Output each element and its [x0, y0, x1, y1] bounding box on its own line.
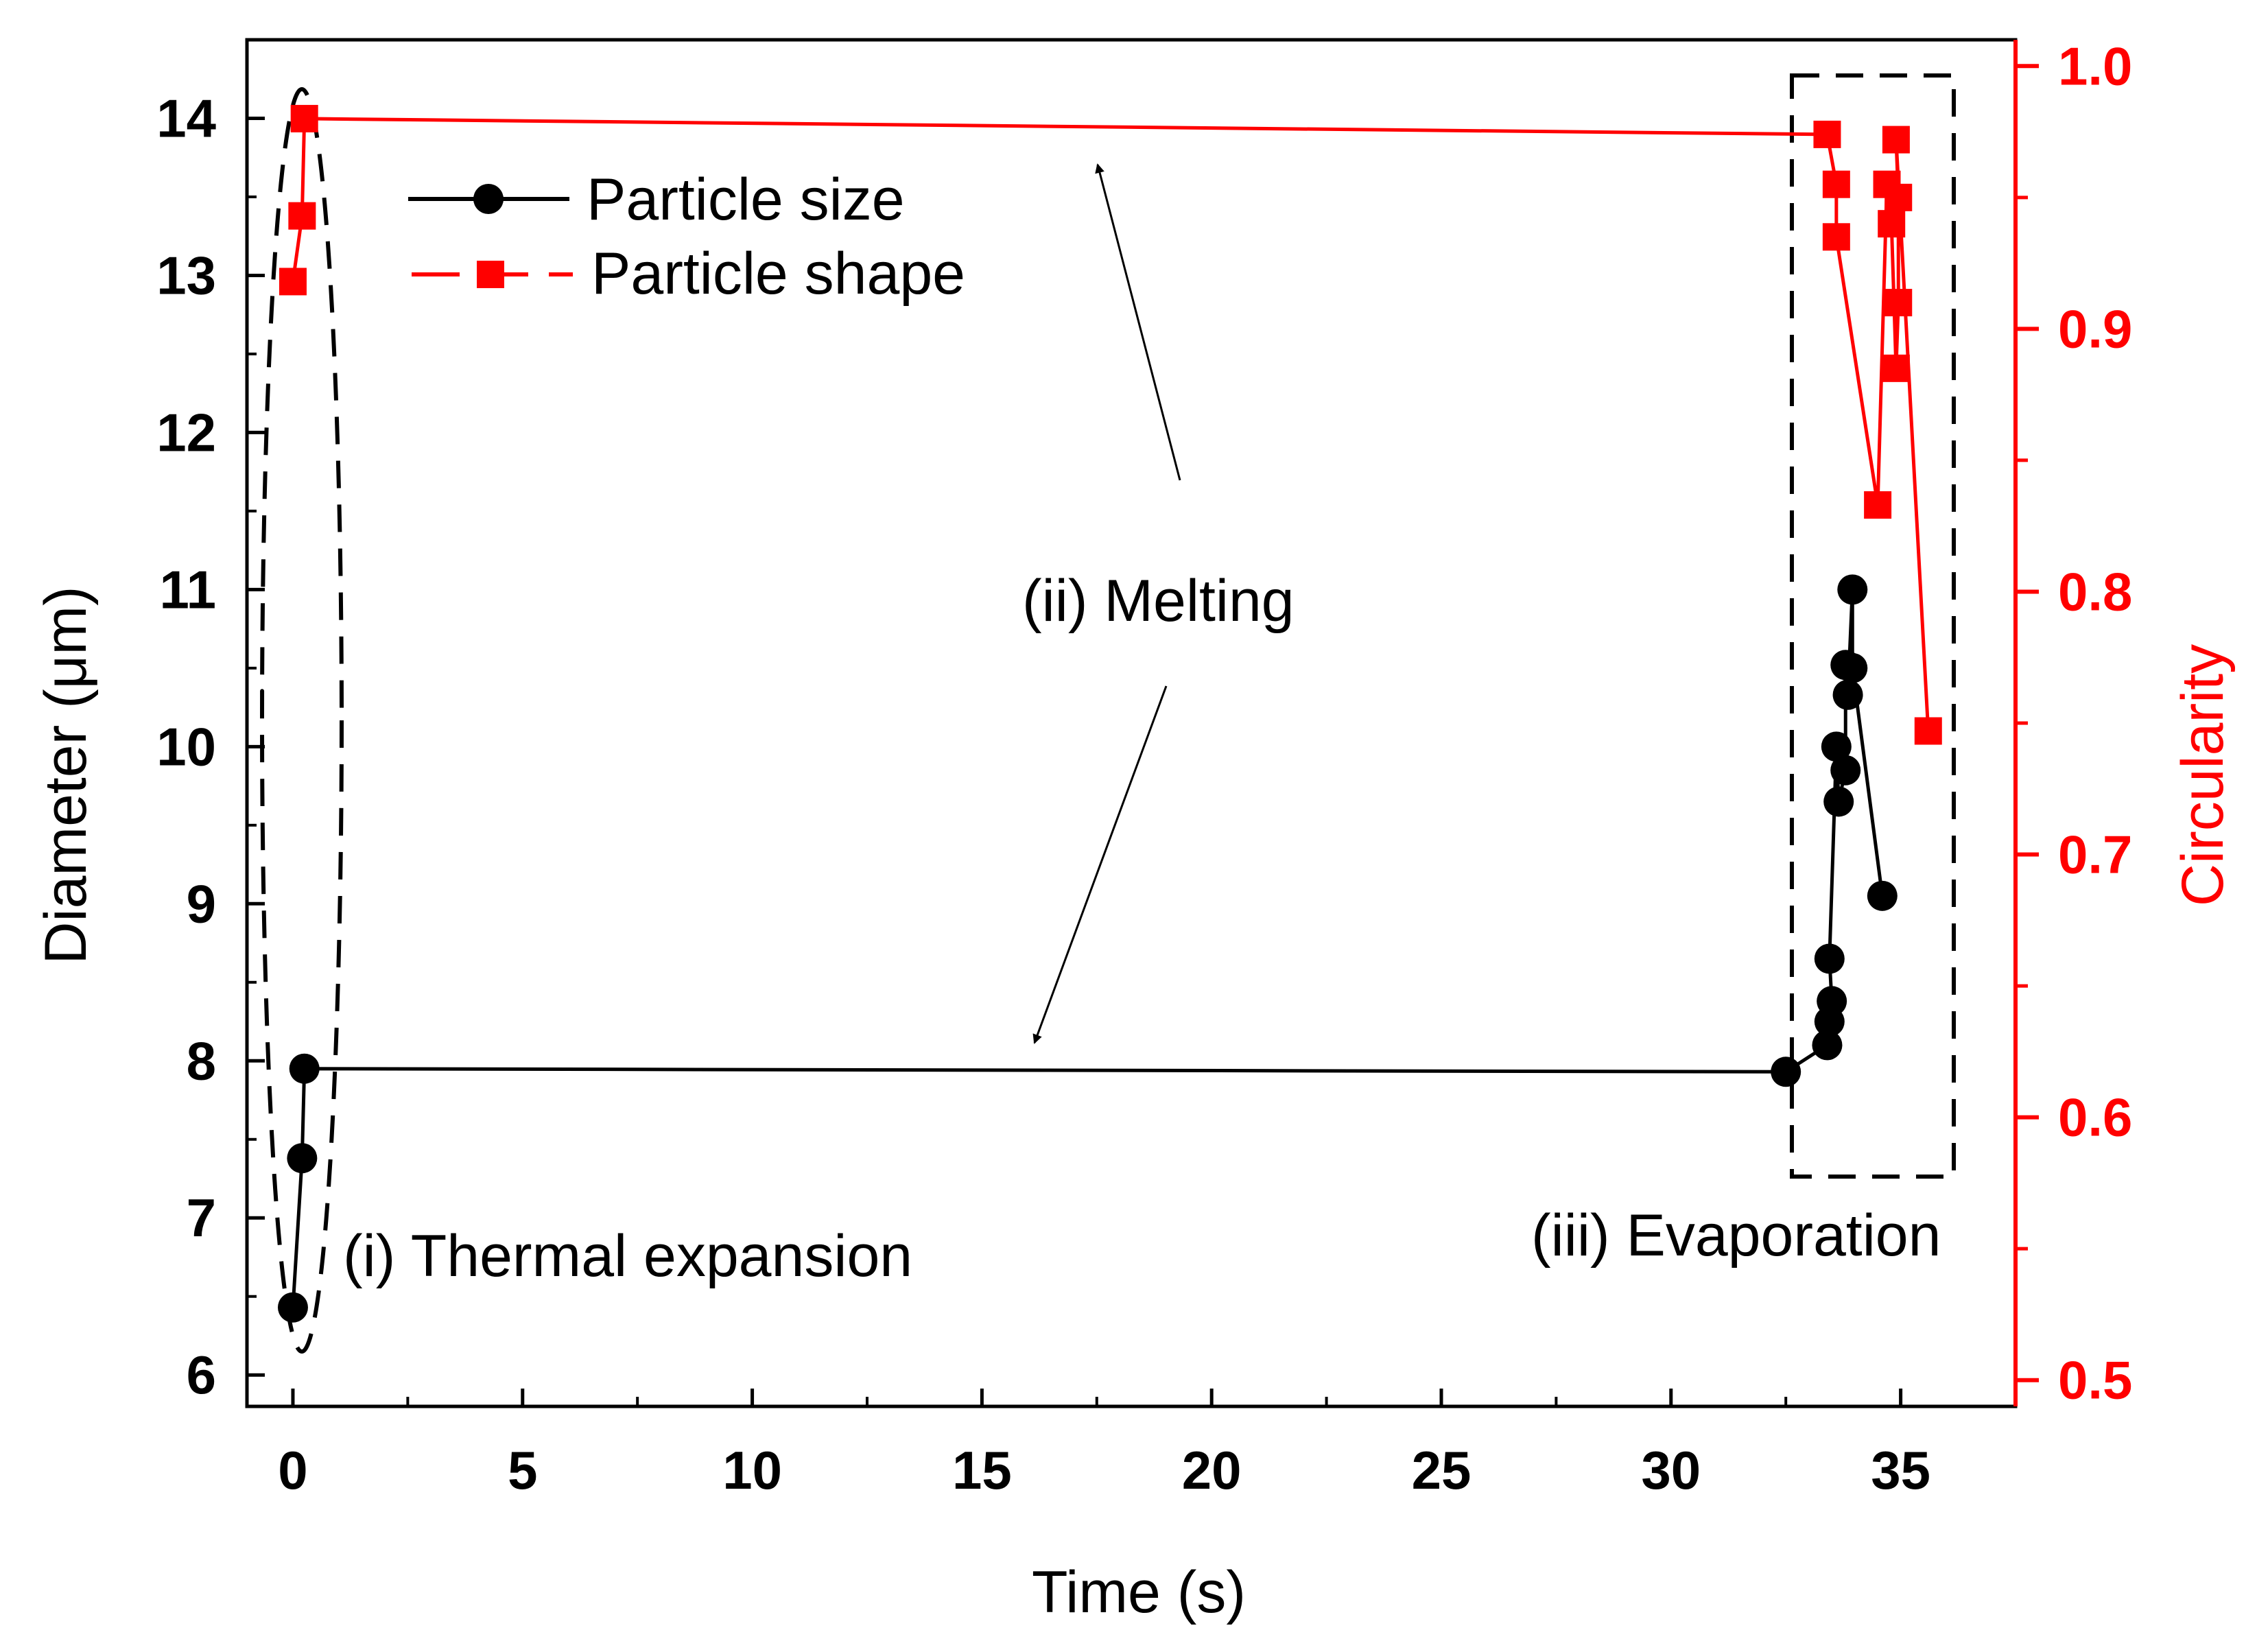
particle-size-point [1817, 986, 1847, 1017]
particle-size-point [1823, 786, 1854, 817]
y-left-tick-label: 7 [187, 1188, 216, 1248]
particle-shape-point [1882, 354, 1910, 382]
annotation-thermal-expansion: (i) Thermal expansion [343, 1223, 912, 1289]
y-left-axis-title: Diameter (μm) [33, 586, 99, 964]
particle-size-line [291, 587, 1884, 1308]
particle-shape-point [1864, 491, 1892, 519]
y-left-axis-ticks: 6 7 8 9 10 11 12 13 14 [156, 88, 265, 1405]
legend: Particle size Particle shape [408, 167, 965, 307]
thermal-expansion-region [260, 87, 344, 1354]
particle-shape-point [1822, 170, 1850, 198]
melting-arrow-up [1095, 163, 1181, 481]
x-axis-title: Time (s) [1032, 1559, 1246, 1625]
x-tick-label: 25 [1412, 1440, 1472, 1500]
y-right-tick-label: 0.9 [2058, 298, 2132, 359]
y-left-tick-label: 8 [187, 1030, 216, 1091]
series-layer [277, 104, 1942, 1323]
y-right-tick-label: 0.8 [2058, 561, 2132, 622]
particle-shape-point [1822, 223, 1850, 251]
particle-size-point [287, 1143, 318, 1174]
y-right-tick-label: 0.7 [2058, 825, 2132, 885]
annotation-melting: (ii) Melting [1022, 568, 1295, 634]
legend-size-label: Particle size [587, 167, 905, 233]
y-right-axis-ticks: 0.5 0.6 0.7 0.8 0.9 1.0 [2016, 36, 2132, 1411]
particle-shape-point [290, 104, 318, 132]
y-left-tick-label: 10 [156, 716, 216, 777]
x-tick-label: 30 [1641, 1440, 1701, 1500]
legend-size-marker [473, 184, 504, 214]
particle-shape-point [1884, 289, 1913, 317]
y-left-tick-label: 13 [156, 245, 216, 305]
y-right-tick-label: 0.5 [2058, 1350, 2132, 1411]
x-tick-label: 10 [722, 1440, 782, 1500]
x-tick-label: 5 [508, 1440, 537, 1500]
y-left-tick-label: 14 [156, 88, 216, 148]
y-right-tick-label: 0.6 [2058, 1087, 2132, 1148]
particle-shape-point [279, 268, 307, 296]
y-right-tick-label: 1.0 [2058, 36, 2132, 96]
particle-size-point [1771, 1057, 1801, 1087]
particle-shape-point [1882, 126, 1910, 154]
x-axis-ticks: 0 5 10 15 20 25 30 35 [278, 1389, 1930, 1500]
x-tick-label: 0 [278, 1440, 307, 1500]
particle-shape-point [1914, 717, 1942, 745]
annotation-evaporation: (iii) Evaporation [1531, 1203, 1941, 1268]
particle-size-point [1830, 755, 1861, 786]
particle-size-point [1821, 731, 1852, 762]
particle-size-point [1837, 652, 1868, 683]
x-tick-label: 20 [1182, 1440, 1242, 1500]
evaporation-region [1790, 73, 1956, 1179]
legend-shape-label: Particle shape [591, 241, 965, 307]
particle-size-point [1837, 574, 1868, 605]
melting-arrow-down [1032, 685, 1168, 1044]
y-left-tick-label: 9 [187, 873, 216, 934]
y-left-tick-label: 12 [156, 402, 216, 462]
particle-size-point [1867, 880, 1898, 911]
particle-shape-point [288, 202, 316, 230]
x-tick-label: 35 [1871, 1440, 1930, 1500]
y-left-tick-label: 11 [160, 559, 216, 620]
particle-size-point [277, 1292, 308, 1323]
particle-size-point [289, 1053, 320, 1084]
plot-frame [245, 38, 2018, 1408]
particle-shape-point [1884, 183, 1913, 211]
particle-size-point [1832, 679, 1863, 710]
particle-shape-point [1878, 210, 1906, 238]
x-tick-label: 15 [952, 1440, 1012, 1500]
y-left-tick-label: 6 [187, 1345, 216, 1405]
particle-size-point [1812, 1030, 1843, 1061]
particle-size-point [1814, 943, 1845, 974]
particle-shape-point [1813, 120, 1841, 148]
y-right-axis-title: Circularity [2170, 644, 2236, 906]
legend-shape-marker [477, 261, 504, 288]
